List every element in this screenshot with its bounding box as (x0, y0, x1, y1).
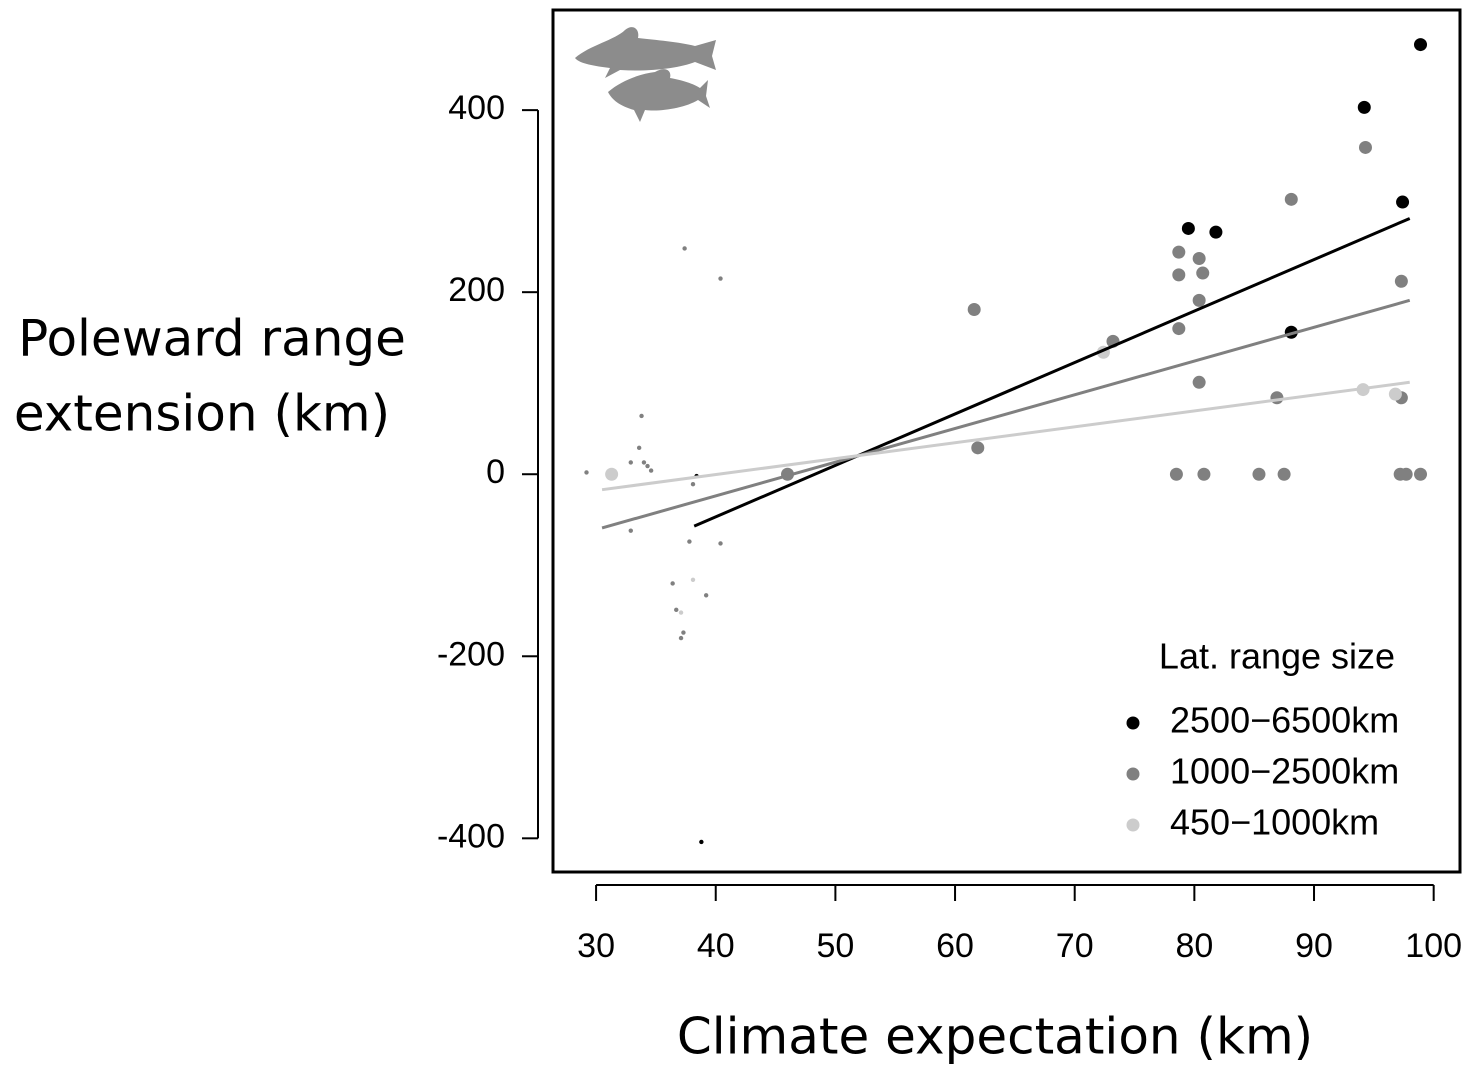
minor-point (690, 482, 696, 487)
point (1399, 467, 1413, 481)
x-tick-label: 30 (577, 927, 615, 965)
point (967, 302, 981, 316)
minor-point (639, 413, 644, 419)
minor-point (690, 577, 696, 583)
x-tick-label: 60 (936, 927, 974, 965)
minor-point (718, 276, 723, 281)
minor-point (584, 470, 589, 475)
minor-point (645, 463, 650, 469)
y-axis-title: extension (km) (14, 385, 390, 443)
point (1181, 221, 1195, 235)
minor-point (682, 246, 687, 251)
point (1172, 245, 1186, 259)
y-tick-label: 200 (448, 271, 505, 309)
minor-point (678, 610, 684, 615)
trend-line (693, 217, 1411, 528)
legend-label: 1000−2500km (1170, 751, 1399, 792)
x-axis-title: Climate expectation (km) (677, 1008, 1313, 1066)
point (1270, 391, 1284, 405)
legend-marker (1126, 767, 1140, 781)
point (1358, 140, 1372, 154)
minor-point (628, 528, 633, 533)
point (1192, 251, 1206, 265)
minor-point (681, 630, 686, 635)
y-tick-label: -400 (437, 817, 505, 855)
plot-frame (551, 8, 1462, 874)
point (1192, 293, 1206, 307)
point (1197, 467, 1211, 481)
point (1252, 467, 1266, 481)
legend-label: 450−1000km (1170, 802, 1379, 843)
legend-title: Lat. range size (1159, 636, 1395, 677)
x-tick-label: 90 (1295, 927, 1333, 965)
point (1192, 375, 1206, 389)
minor-point (674, 607, 679, 613)
point (1172, 322, 1186, 336)
point (1277, 467, 1291, 481)
legend-marker (1126, 716, 1140, 730)
point (1196, 266, 1210, 280)
point (1172, 268, 1186, 282)
minor-point (628, 460, 633, 465)
legend-label: 2500−6500km (1170, 700, 1399, 741)
y-tick-label: -200 (437, 635, 505, 673)
x-tick-label: 70 (1056, 927, 1094, 965)
point (1414, 38, 1428, 52)
legend-marker (1126, 818, 1140, 832)
y-tick-label: 400 (448, 89, 505, 127)
minor-point (636, 445, 642, 451)
trend-line (601, 380, 1410, 492)
minor-point (718, 541, 723, 546)
minor-point (648, 468, 654, 473)
point (1169, 467, 1183, 481)
point (1209, 225, 1223, 239)
point (971, 441, 985, 455)
point (1357, 100, 1371, 114)
y-axis-title: Poleward range (18, 310, 406, 368)
fish-icon (575, 27, 716, 122)
minor-point (687, 539, 692, 544)
point (1284, 192, 1298, 206)
point (1414, 467, 1428, 481)
y-tick-label: 0 (486, 453, 505, 491)
point (1396, 195, 1410, 209)
minor-point (703, 593, 709, 598)
point (1394, 274, 1408, 288)
point (605, 467, 619, 481)
minor-point (678, 635, 684, 641)
minor-point (699, 839, 704, 845)
minor-point (641, 460, 647, 465)
x-tick-label: 100 (1405, 927, 1462, 965)
minor-point (670, 581, 675, 586)
point (1388, 387, 1402, 401)
x-tick-label: 50 (816, 927, 854, 965)
trend-line (601, 298, 1411, 530)
x-tick-label: 40 (697, 927, 735, 965)
x-tick-label: 80 (1175, 927, 1213, 965)
